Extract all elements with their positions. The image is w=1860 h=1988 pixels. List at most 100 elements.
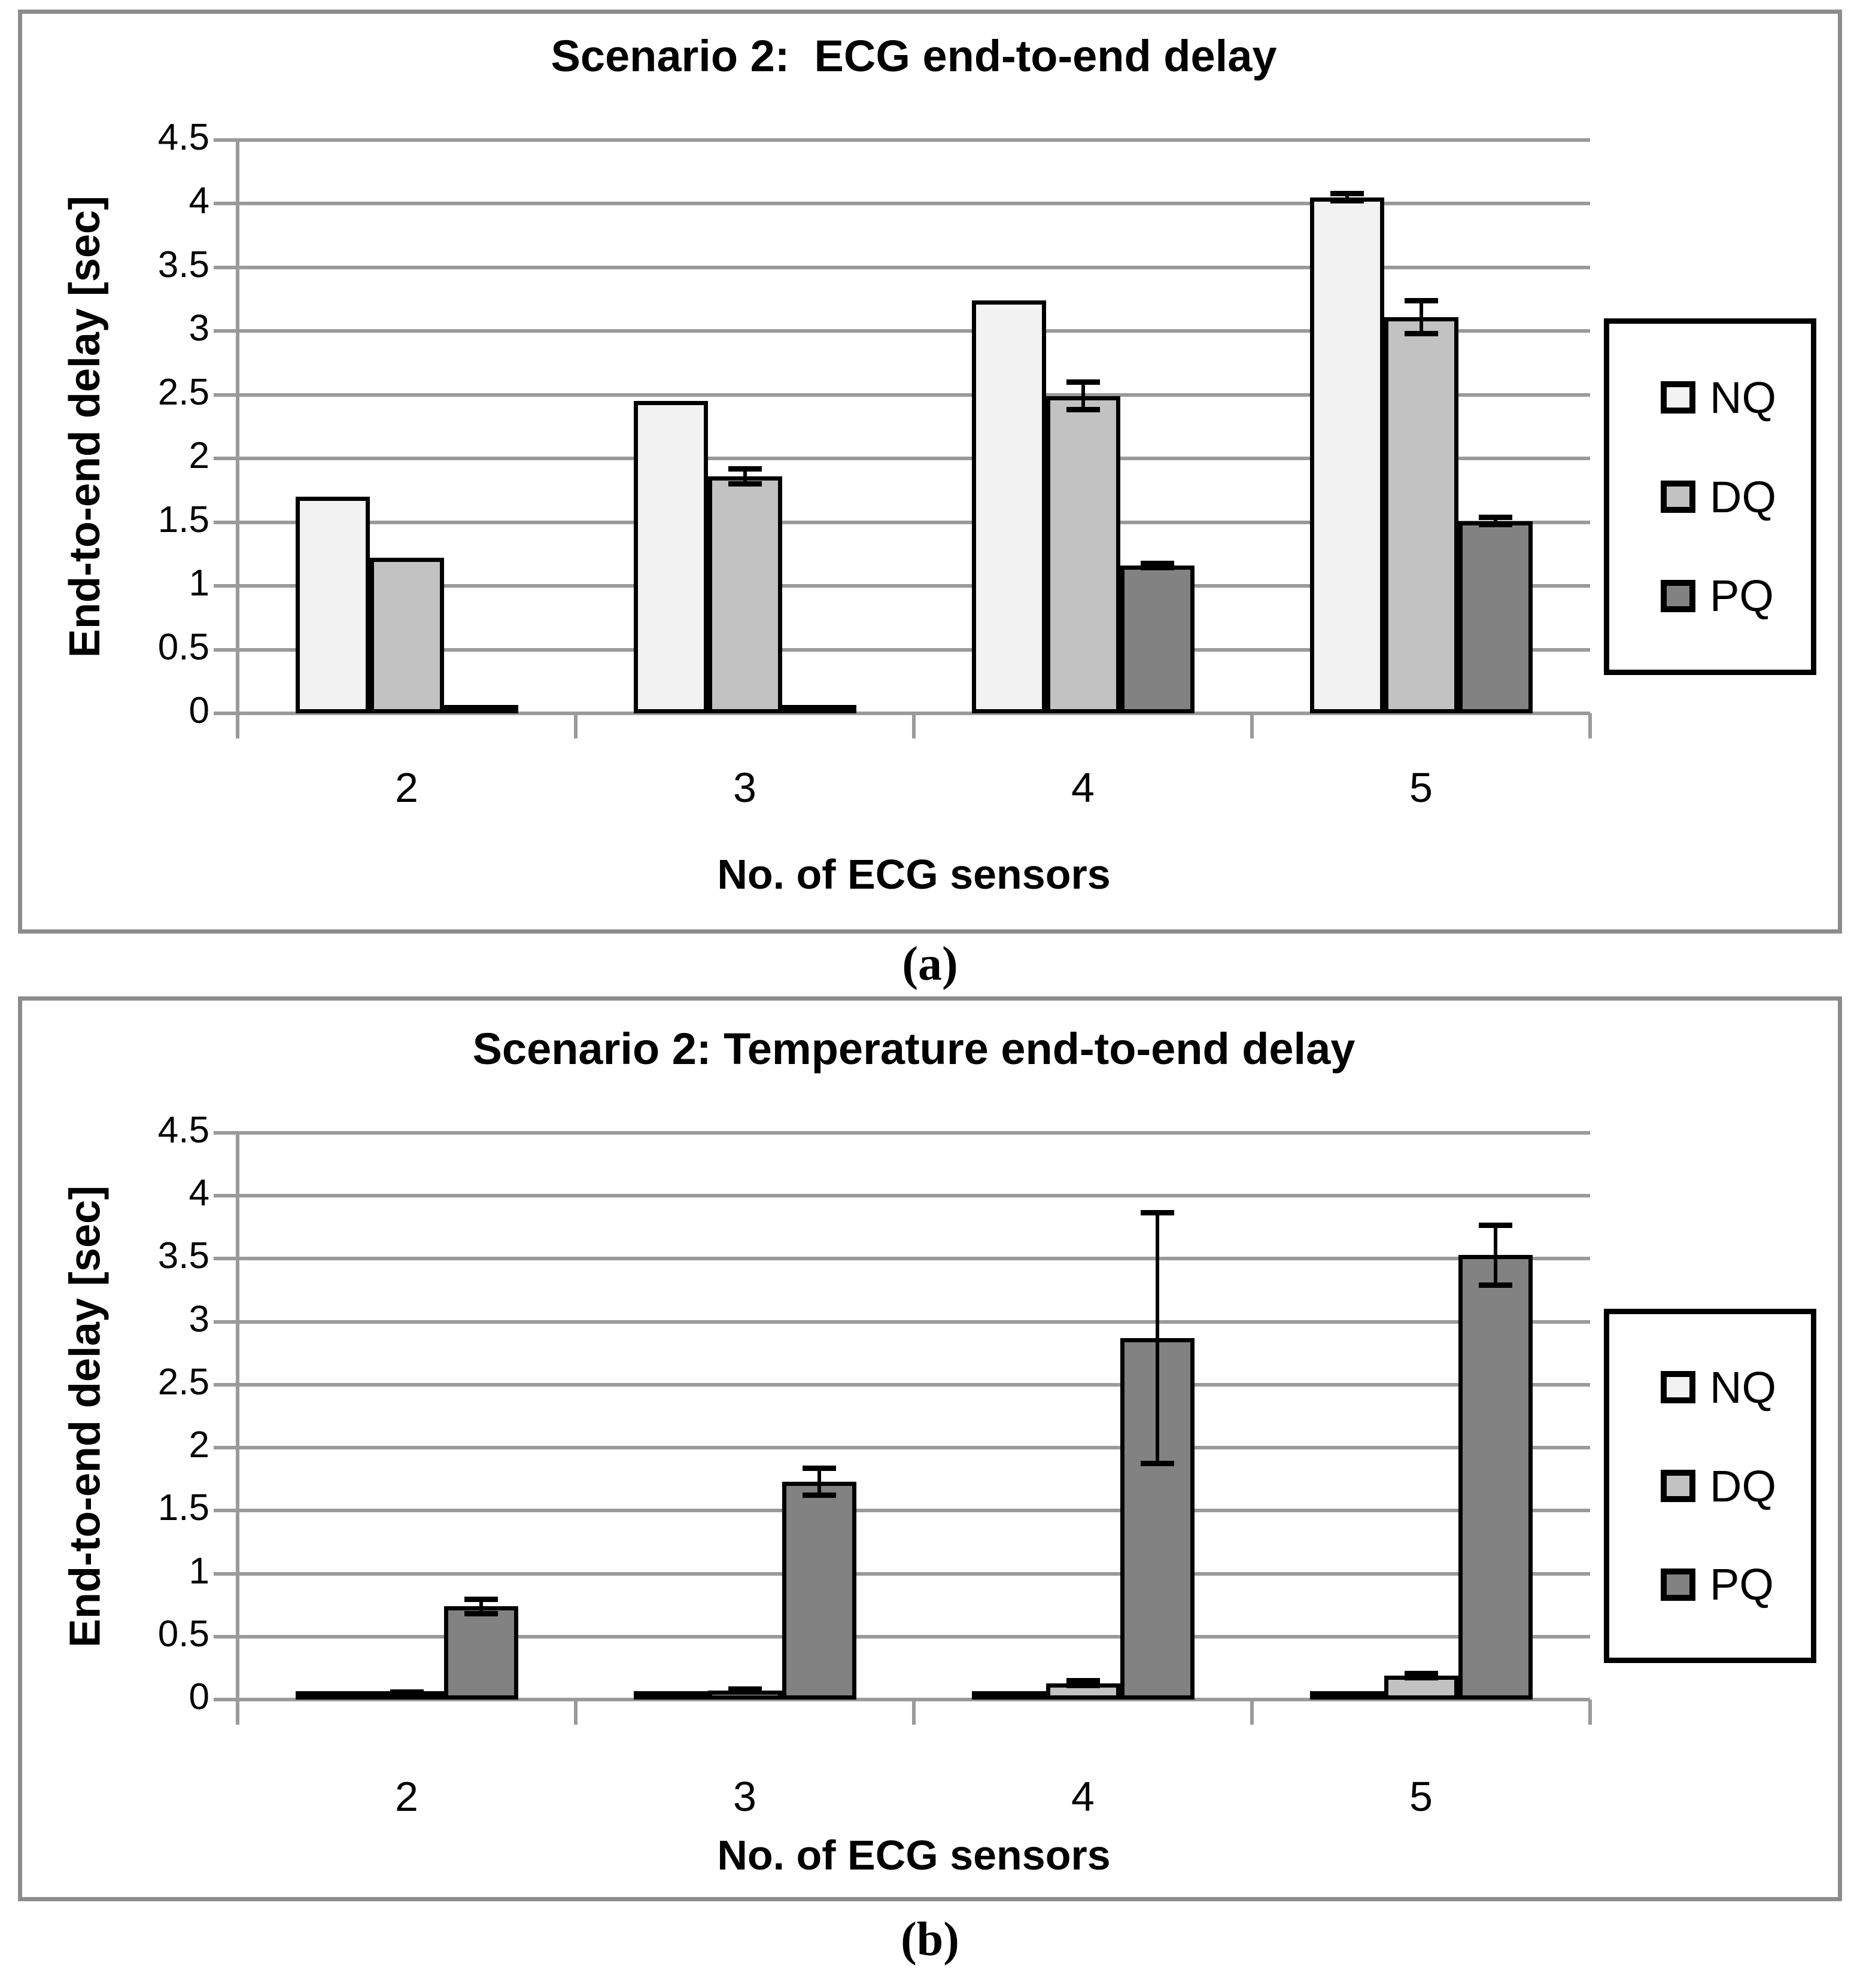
chart-a-x-axis-label: No. of ECG sensors bbox=[717, 851, 1111, 898]
x-axis-tick bbox=[912, 713, 916, 738]
bar-PQ-3 bbox=[782, 1481, 856, 1700]
y-tick-label-0: 0 bbox=[189, 690, 209, 731]
errorbar-DQ-4 bbox=[1081, 382, 1085, 411]
legend-entry-dq: DQ bbox=[1609, 472, 1811, 522]
errorbar-PQ-5 bbox=[1493, 517, 1497, 525]
x-axis-tick bbox=[1250, 713, 1254, 738]
y-tick-label-3.5: 3.5 bbox=[157, 244, 209, 285]
x-axis-tick bbox=[236, 1700, 239, 1725]
errorbar-cap-bottom-PQ-5 bbox=[1478, 521, 1512, 527]
errorbar-cap-bottom-DQ-4 bbox=[1066, 407, 1100, 413]
chart-b-legend: NQ DQ PQ bbox=[1604, 1309, 1816, 1663]
x-category-label-2: 2 bbox=[395, 764, 418, 811]
legend-swatch-pq-icon bbox=[1661, 579, 1695, 612]
bar-PQ-5 bbox=[1458, 1255, 1533, 1700]
errorbar-cap-bottom-PQ-2 bbox=[464, 1610, 498, 1616]
x-axis-tick bbox=[574, 713, 578, 738]
gridline-0.5 bbox=[238, 1634, 1590, 1639]
x-category-label-4: 4 bbox=[1071, 1773, 1095, 1820]
errorbar-cap-top-DQ-4 bbox=[1066, 379, 1100, 385]
errorbar-cap-top-PQ-2 bbox=[464, 1596, 498, 1602]
bar-PQ-4 bbox=[1120, 566, 1195, 713]
x-category-label-3: 3 bbox=[733, 1773, 756, 1820]
y-tick-label-4.5: 4.5 bbox=[157, 1109, 209, 1151]
errorbar-PQ-4 bbox=[1155, 1212, 1159, 1464]
y-tick-label-2: 2 bbox=[189, 1424, 209, 1466]
bar-PQ-3 bbox=[782, 705, 856, 713]
legend-entry-nq: NQ bbox=[1609, 372, 1811, 423]
x-axis-tick bbox=[1250, 1700, 1254, 1725]
gridline-3 bbox=[238, 1320, 1590, 1324]
errorbar-cap-bottom-PQ-5 bbox=[1478, 1282, 1512, 1288]
gridline-1 bbox=[238, 1571, 1590, 1576]
gridline-3 bbox=[238, 329, 1590, 333]
errorbar-PQ-2 bbox=[479, 1598, 483, 1614]
gridline-4.5 bbox=[238, 138, 1590, 142]
y-tick-label-1: 1 bbox=[189, 1550, 209, 1592]
gridline-2 bbox=[238, 1446, 1590, 1450]
x-category-label-4: 4 bbox=[1071, 764, 1095, 811]
chart-a-plot-area: 0 0.5 1 1.5 2 2.5 3 3.5 4 4.5 2 3 4 5 bbox=[158, 117, 1592, 811]
x-category-label-5: 5 bbox=[1409, 764, 1433, 811]
legend-label-nq: NQ bbox=[1710, 372, 1776, 422]
bar-DQ-4 bbox=[1046, 396, 1120, 713]
errorbar-cap-top-PQ-4 bbox=[1140, 560, 1174, 566]
y-tick-label-4: 4 bbox=[189, 180, 209, 222]
gridline-3.5 bbox=[238, 1257, 1590, 1261]
gridline-2 bbox=[238, 457, 1590, 461]
errorbar-cap-top-PQ-5 bbox=[1478, 1222, 1512, 1228]
bar-NQ-5 bbox=[1309, 1691, 1384, 1700]
y-axis-tick-1 bbox=[214, 1571, 238, 1576]
legend-entry-pq: PQ bbox=[1609, 570, 1811, 621]
chart-a-legend: NQ DQ PQ bbox=[1604, 318, 1816, 675]
y-axis-tick-2 bbox=[214, 457, 238, 461]
bar-NQ-2 bbox=[295, 1691, 370, 1700]
bar-NQ-4 bbox=[971, 300, 1046, 713]
y-tick-label-2.5: 2.5 bbox=[157, 371, 209, 413]
y-axis-tick-3.5 bbox=[214, 265, 238, 269]
errorbar-cap-bottom-DQ-3 bbox=[728, 481, 762, 487]
y-tick-label-2: 2 bbox=[189, 435, 209, 477]
bar-PQ-5 bbox=[1458, 521, 1533, 713]
gridline-3.5 bbox=[238, 265, 1590, 269]
errorbar-cap-bottom-DQ-3 bbox=[728, 1689, 762, 1695]
bar-DQ-5 bbox=[1384, 317, 1458, 713]
gridline-4 bbox=[238, 202, 1590, 206]
errorbar-cap-top-DQ-3 bbox=[728, 1686, 762, 1692]
legend-swatch-nq-icon bbox=[1661, 381, 1695, 414]
errorbar-PQ-5 bbox=[1493, 1224, 1497, 1285]
legend-entry-nq: NQ bbox=[1609, 1362, 1811, 1413]
legend-entry-pq: PQ bbox=[1609, 1559, 1811, 1610]
chart-a-title: Scenario 2: ECG end-to-end delay bbox=[551, 31, 1277, 81]
errorbar-PQ-3 bbox=[817, 1467, 821, 1496]
x-axis-tick bbox=[912, 1700, 916, 1725]
x-axis-tick bbox=[1588, 1700, 1592, 1725]
legend-swatch-pq-icon bbox=[1661, 1568, 1695, 1601]
y-axis-tick-1.5 bbox=[214, 520, 238, 524]
y-tick-label-3: 3 bbox=[189, 1298, 209, 1340]
errorbar-cap-top-DQ-4 bbox=[1066, 1678, 1100, 1684]
y-axis-tick-4 bbox=[214, 202, 238, 206]
errorbar-cap-bottom-NQ-5 bbox=[1330, 198, 1364, 204]
bar-PQ-2 bbox=[443, 705, 518, 713]
bar-NQ-3 bbox=[633, 1691, 708, 1700]
errorbar-cap-top-DQ-5 bbox=[1404, 298, 1438, 304]
x-category-label-3: 3 bbox=[733, 764, 756, 811]
x-category-label-5: 5 bbox=[1409, 1773, 1433, 1820]
bar-NQ-3 bbox=[633, 401, 708, 713]
legend-label-pq: PQ bbox=[1710, 571, 1774, 621]
chart-b-plot-area: 0 0.5 1 1.5 2 2.5 3 3.5 4 4.5 2 3 4 5 bbox=[158, 1109, 1592, 1820]
legend-label-dq: DQ bbox=[1710, 472, 1776, 522]
y-axis-tick-3 bbox=[214, 329, 238, 333]
errorbar-cap-bottom-PQ-4 bbox=[1140, 565, 1174, 571]
y-axis-line bbox=[236, 140, 239, 713]
x-axis-tick bbox=[1588, 713, 1592, 738]
y-axis-tick-0 bbox=[214, 1698, 238, 1701]
y-tick-label-4: 4 bbox=[189, 1172, 209, 1214]
errorbar-cap-top-DQ-3 bbox=[728, 466, 762, 472]
errorbar-cap-bottom-DQ-2 bbox=[390, 1691, 424, 1697]
errorbar-cap-top-PQ-4 bbox=[1140, 1209, 1174, 1215]
y-axis-tick-0.5 bbox=[214, 648, 238, 652]
y-axis-tick-4.5 bbox=[214, 138, 238, 142]
legend-label-pq: PQ bbox=[1710, 1560, 1774, 1610]
